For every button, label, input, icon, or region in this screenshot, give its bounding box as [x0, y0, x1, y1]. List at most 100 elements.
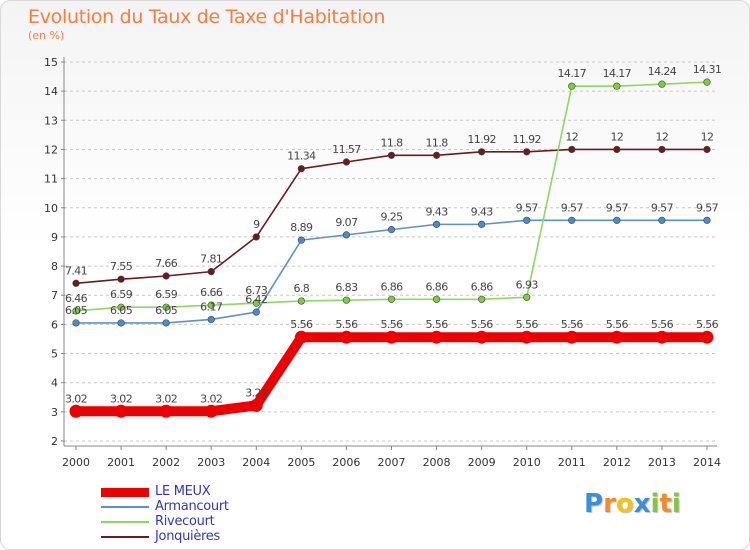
data-label-rivecourt-2008: 6.86 [426, 280, 449, 293]
x-tick-label-2008: 2008 [423, 456, 451, 469]
data-label-rivecourt-2000: 6.46 [65, 292, 88, 305]
y-tick-label-7: 7 [51, 289, 58, 302]
data-label-armancourt-2005: 8.89 [290, 221, 313, 234]
data-label-jonqui-res-2001: 7.55 [110, 260, 133, 273]
data-label-jonqui-res-2010: 11.92 [512, 133, 541, 146]
point-armancourt-2001 [117, 319, 125, 327]
point-le-meux-2012 [610, 330, 624, 344]
point-le-meux-2008 [430, 330, 444, 344]
data-label-le-meux-2002: 3.02 [155, 392, 177, 405]
logo-letter: i [671, 489, 681, 519]
point-rivecourt-2002 [162, 303, 170, 311]
data-label-le-meux-2012: 5.56 [606, 318, 629, 331]
data-label-rivecourt-2010: 6.93 [516, 278, 539, 291]
data-label-le-meux-2011: 5.56 [561, 318, 584, 331]
point-le-meux-2002 [159, 404, 173, 418]
logo-letter: x [633, 489, 651, 519]
point-le-meux-2000 [69, 404, 83, 418]
data-label-armancourt-2013: 9.57 [651, 201, 674, 214]
point-rivecourt-2004 [252, 299, 260, 307]
chart-title: Evolution du Taux de Taxe d'Habitation [28, 6, 386, 28]
x-tick-label-2006: 2006 [332, 456, 360, 469]
point-rivecourt-2000 [72, 307, 80, 315]
point-armancourt-2008 [432, 220, 441, 228]
legend-label-armancourt: Armancourt [155, 499, 229, 514]
data-label-rivecourt-2006: 6.83 [335, 281, 358, 294]
y-tick-label-13: 13 [44, 114, 58, 127]
y-tick-label-6: 6 [51, 318, 58, 331]
point-le-meux-2001 [114, 404, 128, 418]
data-label-le-meux-2014: 5.56 [696, 318, 719, 331]
point-armancourt-2009 [478, 220, 486, 228]
y-tick-label-11: 11 [44, 173, 58, 186]
point-armancourt-2006 [342, 231, 351, 239]
data-label-rivecourt-2007: 6.86 [380, 280, 403, 293]
data-label-armancourt-2002: 6.05 [155, 304, 178, 317]
data-label-le-meux-2010: 5.56 [516, 318, 539, 331]
data-label-jonqui-res-2000: 7.41 [65, 264, 87, 277]
y-tick-label-2: 2 [51, 435, 58, 448]
x-tick-label-2004: 2004 [242, 456, 270, 469]
data-label-rivecourt-2002: 6.59 [155, 288, 178, 301]
point-armancourt-2000 [72, 319, 80, 327]
point-rivecourt-2006 [342, 296, 351, 304]
point-rivecourt-2011 [568, 82, 576, 90]
y-tick-label-3: 3 [51, 406, 58, 419]
point-le-meux-2014 [700, 330, 714, 344]
data-label-armancourt-2003: 6.17 [200, 300, 223, 313]
point-rivecourt-2012 [613, 82, 621, 90]
point-rivecourt-2003 [207, 301, 215, 309]
y-tick-label-5: 5 [51, 348, 58, 361]
point-armancourt-2012 [613, 216, 621, 224]
point-jonqui-res-2008 [432, 151, 441, 159]
point-armancourt-2005 [297, 236, 305, 244]
data-labels-layer: 7.41 7.55 7.66 7.81 9 11.34 11.57 11.8 11.8 11.92… [65, 63, 722, 405]
x-tick-label-2012: 2012 [603, 456, 631, 469]
data-label-le-meux-2001: 3.02 [110, 392, 132, 405]
data-label-le-meux-2013: 5.56 [651, 318, 674, 331]
series-rivecourt [72, 78, 711, 315]
data-label-le-meux-2004: 3.22 [245, 386, 267, 399]
point-rivecourt-2007 [387, 295, 396, 303]
data-label-armancourt-2014: 9.57 [696, 201, 719, 214]
x-tick-label-2002: 2002 [152, 456, 180, 469]
legend-label-le-meux: LE MEUX [155, 484, 211, 499]
point-le-meux-2005 [294, 330, 308, 344]
proxiti-logo: Proxiti [584, 489, 681, 519]
point-jonqui-res-2009 [478, 148, 486, 156]
data-label-le-meux-2007: 5.56 [380, 318, 403, 331]
point-le-meux-2009 [475, 330, 489, 344]
point-jonqui-res-2010 [523, 148, 531, 156]
logo-letter: r [603, 489, 616, 519]
data-label-jonqui-res-2011: 12 [565, 130, 578, 143]
point-jonqui-res-2001 [117, 275, 125, 283]
point-armancourt-2004 [252, 308, 260, 316]
point-jonqui-res-2007 [387, 151, 396, 159]
data-label-le-meux-2006: 5.56 [335, 318, 358, 331]
legend-label-rivecourt: Rivecourt [155, 514, 215, 529]
point-armancourt-2014 [703, 216, 711, 224]
point-rivecourt-2008 [432, 295, 441, 303]
point-jonqui-res-2003 [207, 268, 215, 276]
point-armancourt-2010 [523, 216, 531, 224]
series-line-rivecourt [75, 81, 708, 312]
data-label-armancourt-2000: 6.05 [65, 304, 88, 317]
x-tick-label-2005: 2005 [287, 456, 315, 469]
point-armancourt-2007 [387, 226, 396, 234]
legend-label-jonqui-res: Jonquières [155, 529, 220, 544]
data-label-armancourt-2001: 6.05 [110, 304, 133, 317]
point-le-meux-2006 [339, 330, 353, 344]
legend-swatch-rivecourt [101, 521, 149, 523]
data-label-rivecourt-2001: 6.59 [110, 288, 133, 301]
logo-letter: P [584, 489, 604, 519]
data-label-jonqui-res-2005: 11.34 [287, 150, 316, 163]
point-jonqui-res-2002 [162, 272, 170, 280]
data-label-jonqui-res-2007: 11.8 [380, 136, 403, 149]
y-tick-label-10: 10 [44, 202, 58, 215]
series-armancourt [72, 216, 711, 327]
point-jonqui-res-2013 [658, 145, 666, 154]
data-label-jonqui-res-2006: 11.57 [332, 143, 361, 156]
point-rivecourt-2001 [117, 303, 125, 311]
